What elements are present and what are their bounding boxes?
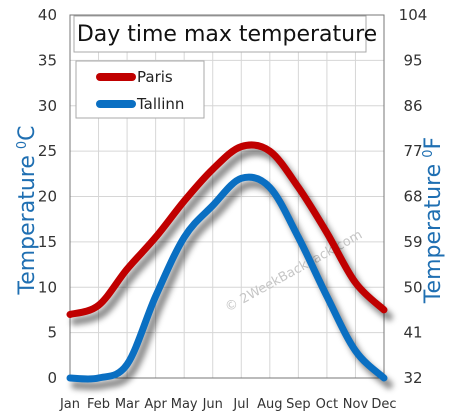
- data-point-paris: [296, 185, 300, 189]
- right-axis-unit: F: [421, 137, 446, 150]
- right-tick-label: 32: [403, 369, 422, 387]
- data-point-tallinn: [325, 294, 329, 298]
- data-point-paris: [325, 231, 329, 235]
- right-tick-label: 59: [403, 233, 422, 251]
- data-point-paris: [382, 308, 386, 312]
- data-point-tallinn: [382, 376, 386, 380]
- x-tick-label: Feb: [87, 397, 110, 412]
- left-axis-unit: C: [15, 125, 40, 140]
- right-axis-unit-sup: 0: [421, 150, 436, 158]
- right-tick-label: 41: [403, 324, 422, 342]
- data-point-paris: [211, 167, 215, 171]
- plot-frame: [69, 14, 385, 379]
- left-tick-label: 35: [38, 51, 57, 69]
- right-tick-label: 50: [403, 278, 422, 296]
- x-tick-label: May: [171, 397, 198, 412]
- title-box: [73, 15, 367, 53]
- right-axis-title-text: Temperature: [421, 164, 446, 304]
- right-tick-label: 104: [399, 6, 428, 24]
- x-tick-label: Sep: [286, 397, 311, 412]
- left-tick-label: 25: [38, 142, 57, 160]
- x-tick-label: Jul: [232, 397, 249, 412]
- data-point-tallinn: [353, 349, 357, 353]
- left-axis-title-text: Temperature: [15, 155, 40, 295]
- data-point-tallinn: [239, 176, 243, 180]
- data-point-tallinn: [296, 235, 300, 239]
- right-tick-label: 86: [403, 97, 422, 115]
- left-tick-label: 0: [47, 369, 57, 387]
- data-point-paris: [154, 235, 158, 239]
- data-point-paris: [182, 199, 186, 203]
- legend-box: [75, 60, 205, 119]
- data-point-tallinn: [268, 185, 272, 189]
- series-line-paris: [66, 141, 388, 318]
- legend-label-tallinn: Tallinn: [136, 95, 184, 113]
- data-point-paris: [239, 145, 243, 149]
- x-axis-ticks: Jan Feb Mar Apr May Jun Jul Aug Sep Oct Nov Dec: [59, 397, 397, 412]
- x-tick-label: Jun: [202, 397, 223, 412]
- data-point-tallinn: [211, 204, 215, 208]
- left-tick-label: 10: [38, 278, 57, 296]
- data-point-tallinn: [97, 376, 101, 380]
- data-point-paris: [268, 149, 272, 153]
- left-tick-label: 15: [38, 233, 57, 251]
- x-tick-label: Dec: [371, 397, 396, 412]
- chart-title: Day time max temperature: [77, 22, 377, 47]
- data-point-paris: [68, 312, 72, 316]
- x-tick-label: Aug: [257, 397, 282, 412]
- legend-label-paris: Paris: [137, 68, 173, 86]
- x-tick-label: Oct: [316, 397, 338, 412]
- x-tick-label: Jan: [59, 397, 80, 412]
- data-point-tallinn: [68, 376, 72, 380]
- right-axis-title: Temperature 0F: [421, 137, 446, 304]
- x-tick-label: Mar: [115, 397, 140, 412]
- data-point-paris: [125, 267, 129, 271]
- legend: Paris Tallinn: [75, 60, 205, 119]
- right-axis-ticks: 32 41 50 59 68 77 86 95 104: [399, 6, 428, 387]
- watermark: © 2WeekBackPack.com: [223, 228, 365, 316]
- right-tick-label: 68: [403, 188, 422, 206]
- data-point-paris: [353, 281, 357, 285]
- right-tick-label: 77: [403, 142, 422, 160]
- data-point-tallinn: [125, 362, 129, 366]
- left-axis-ticks: 0 5 10 15 20 25 30 35 40: [38, 6, 57, 387]
- series-paris: [66, 141, 393, 326]
- data-point-paris: [97, 303, 101, 307]
- left-tick-label: 20: [38, 188, 57, 206]
- data-point-tallinn: [182, 235, 186, 239]
- x-tick-label: Apr: [144, 397, 167, 412]
- data-point-tallinn: [154, 294, 158, 298]
- x-tick-label: Nov: [343, 397, 369, 412]
- right-tick-label: 95: [403, 51, 422, 69]
- series-tallinn: [66, 173, 393, 391]
- left-axis-unit-sup: 0: [15, 141, 30, 149]
- left-tick-label: 40: [38, 6, 57, 24]
- left-axis-title: Temperature 0C: [15, 125, 40, 295]
- left-tick-label: 5: [47, 324, 57, 342]
- left-tick-label: 30: [38, 97, 57, 115]
- series-layer: [66, 141, 393, 391]
